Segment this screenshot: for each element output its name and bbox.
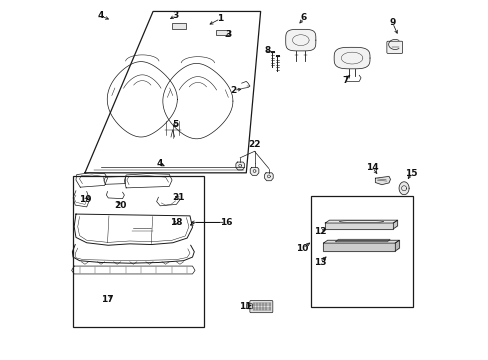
Text: 19: 19 bbox=[79, 195, 91, 204]
Text: 8: 8 bbox=[264, 46, 270, 55]
Text: 9: 9 bbox=[388, 18, 395, 27]
Text: 3: 3 bbox=[225, 30, 231, 39]
Polygon shape bbox=[285, 30, 315, 51]
Text: 6: 6 bbox=[300, 13, 306, 22]
Polygon shape bbox=[398, 182, 408, 195]
FancyBboxPatch shape bbox=[246, 304, 252, 309]
Bar bbox=[172, 23, 186, 29]
Bar bbox=[215, 30, 229, 35]
Text: 21: 21 bbox=[172, 193, 184, 202]
Text: 16: 16 bbox=[219, 218, 232, 227]
Polygon shape bbox=[323, 243, 394, 251]
Text: 17: 17 bbox=[101, 294, 114, 303]
FancyBboxPatch shape bbox=[249, 301, 272, 313]
Polygon shape bbox=[375, 176, 389, 185]
Polygon shape bbox=[323, 240, 399, 243]
Text: 3: 3 bbox=[172, 11, 179, 20]
Text: 18: 18 bbox=[170, 218, 182, 227]
Text: 5: 5 bbox=[172, 120, 179, 129]
FancyBboxPatch shape bbox=[386, 41, 402, 53]
Polygon shape bbox=[325, 223, 392, 229]
Bar bbox=[73, 176, 203, 327]
Polygon shape bbox=[333, 47, 369, 69]
Text: 4: 4 bbox=[157, 159, 163, 168]
Polygon shape bbox=[250, 167, 258, 175]
Text: 13: 13 bbox=[313, 258, 325, 267]
Polygon shape bbox=[235, 162, 244, 170]
Bar bbox=[310, 196, 412, 307]
Text: 4: 4 bbox=[97, 11, 103, 20]
Polygon shape bbox=[392, 220, 397, 229]
Polygon shape bbox=[394, 240, 399, 251]
Text: 22: 22 bbox=[248, 140, 260, 149]
Text: 2: 2 bbox=[230, 86, 236, 95]
Text: 14: 14 bbox=[366, 163, 378, 172]
Polygon shape bbox=[325, 220, 397, 223]
Text: 15: 15 bbox=[404, 169, 416, 178]
Polygon shape bbox=[335, 239, 389, 242]
Text: 7: 7 bbox=[342, 76, 348, 85]
Polygon shape bbox=[264, 173, 273, 181]
Text: 1: 1 bbox=[217, 14, 223, 23]
Text: 10: 10 bbox=[296, 244, 308, 253]
Text: 12: 12 bbox=[313, 228, 325, 237]
Text: 20: 20 bbox=[114, 201, 126, 210]
Text: 11: 11 bbox=[239, 302, 251, 311]
